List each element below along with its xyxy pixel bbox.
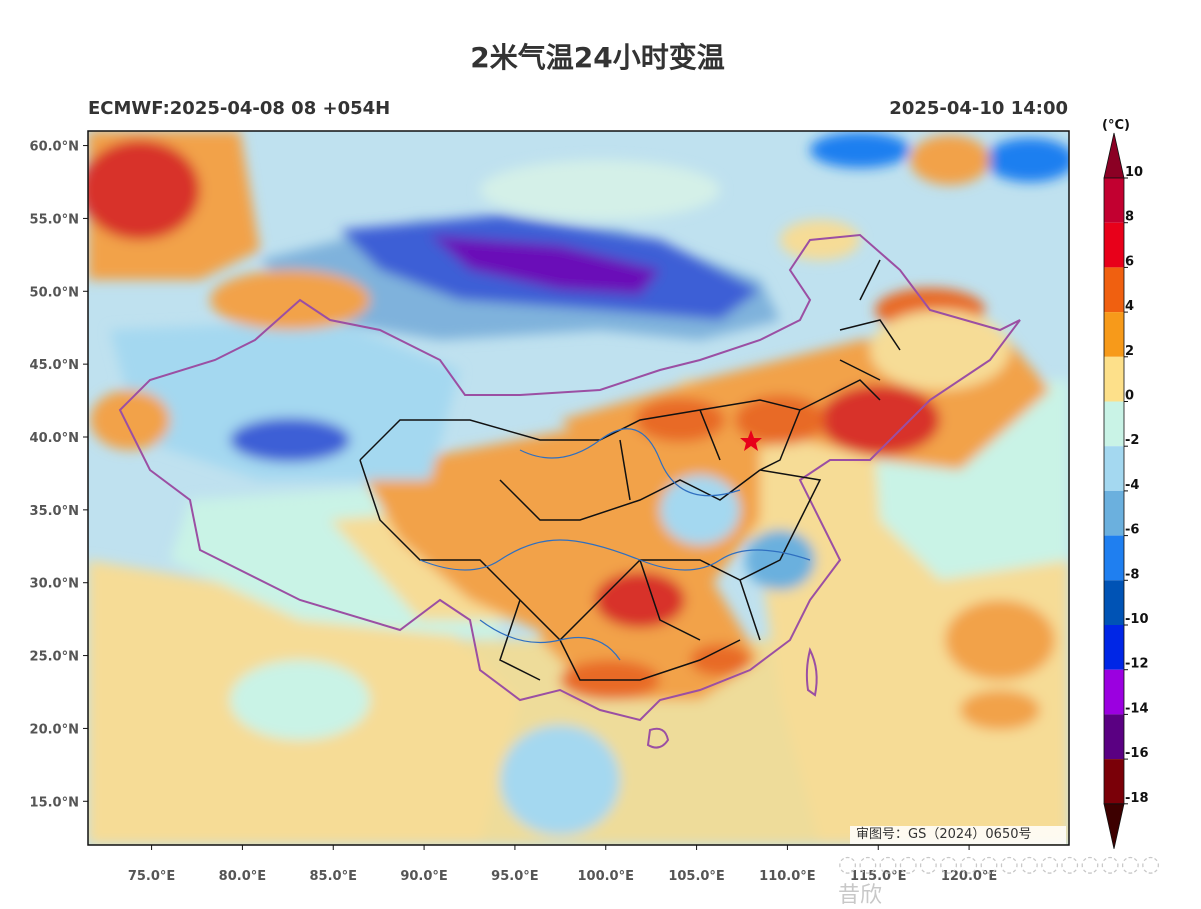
hainan-border bbox=[646, 727, 670, 749]
far-east-cold-spot bbox=[985, 138, 1069, 182]
colorbar-block bbox=[1104, 356, 1124, 402]
colorbar-block bbox=[1104, 222, 1124, 268]
colorbar-block bbox=[1104, 759, 1124, 804]
lat-tick-label: 45.0°N bbox=[30, 358, 79, 373]
colorbar-block bbox=[1104, 535, 1124, 581]
map-borders bbox=[118, 233, 1021, 749]
lat-tick-label: 20.0°N bbox=[30, 722, 79, 737]
lon-tick-label: 75.0°E bbox=[128, 869, 175, 884]
siberia-mint-region bbox=[480, 160, 720, 220]
north-china-plain-cool-spot bbox=[660, 475, 740, 545]
lat-tick-label: 55.0°N bbox=[30, 212, 79, 227]
central-asia-warm-spot bbox=[90, 390, 170, 450]
taiwan-border bbox=[805, 647, 818, 697]
mongolia-coldest-core bbox=[430, 235, 660, 295]
province-borders bbox=[359, 259, 901, 681]
kazakhstan-hot-spot bbox=[88, 140, 200, 240]
lon-tick-label: 120.0°E bbox=[941, 869, 998, 884]
manchuria-warm-region bbox=[870, 310, 1010, 390]
colorbar-block bbox=[1104, 714, 1124, 760]
colorbar-block bbox=[1104, 625, 1124, 670]
lon-tick-label: 110.0°E bbox=[759, 869, 816, 884]
colorbar-label: -6 bbox=[1125, 523, 1139, 538]
colorbar-block bbox=[1104, 401, 1124, 447]
colorbar-label: 0 bbox=[1125, 389, 1134, 404]
colorbar-label: -10 bbox=[1125, 612, 1149, 627]
tarim-cold-spot bbox=[230, 418, 350, 462]
lon-tick-label: 85.0°E bbox=[310, 869, 357, 884]
dzungaria-warm-band bbox=[210, 270, 370, 330]
lat-tick-label: 40.0°N bbox=[30, 431, 79, 446]
colorbar-top-extend bbox=[1103, 132, 1125, 179]
model-run-label: ECMWF:2025-04-08 08 +054H bbox=[88, 98, 391, 119]
far-east-warm-spot bbox=[910, 135, 990, 185]
colorbar-label: -8 bbox=[1125, 567, 1139, 582]
china-border bbox=[118, 233, 1021, 722]
map-approval-number: 审图号：GS（2024）0650号 bbox=[850, 826, 1066, 844]
colorbar-label: 4 bbox=[1125, 299, 1134, 314]
watermark-text: 昔欣 bbox=[838, 883, 883, 908]
lat-tick-label: 60.0°N bbox=[30, 140, 79, 155]
lat-tick-label: 50.0°N bbox=[30, 285, 79, 300]
colorbar-bottom-extend bbox=[1103, 803, 1125, 849]
map-frame bbox=[87, 130, 1070, 846]
colorbar-label: -2 bbox=[1125, 433, 1139, 448]
lon-tick-label: 80.0°E bbox=[219, 869, 266, 884]
liaoning-hot-spot bbox=[820, 385, 940, 455]
inner-mongolia-hot-spot bbox=[635, 398, 725, 442]
lat-tick-label: 35.0°N bbox=[30, 504, 79, 519]
beijing-hot-spot bbox=[735, 395, 825, 445]
lat-tick-label: 30.0°N bbox=[30, 577, 79, 592]
pacific-warm-spot bbox=[945, 600, 1055, 680]
lon-tick-label: 90.0°E bbox=[400, 869, 447, 884]
latitude-axis: 60.0°N 55.0°N 50.0°N 45.0°N 40.0°N 35.0°N 30.0… bbox=[30, 140, 88, 810]
colorbar-label: -12 bbox=[1125, 657, 1149, 672]
lat-tick-label: 15.0°N bbox=[30, 795, 79, 810]
colorbar-unit: (°C) bbox=[1102, 118, 1130, 133]
colorbar-label: 10 bbox=[1125, 165, 1143, 180]
colorbar-block bbox=[1104, 580, 1124, 625]
colorbar-label: 8 bbox=[1125, 210, 1134, 225]
colorbar-block bbox=[1104, 267, 1124, 313]
colorbar-block bbox=[1104, 446, 1124, 491]
guangdong-hot-spot bbox=[690, 644, 750, 676]
colorbar-label: -4 bbox=[1125, 478, 1139, 493]
map-title: 2米气温24小时变温 bbox=[470, 41, 725, 74]
xinjiang-cool-region bbox=[110, 320, 460, 480]
temperature-field bbox=[88, 131, 1069, 845]
siberia-cold-spot bbox=[810, 132, 910, 168]
valid-time-label: 2025-04-10 14:00 bbox=[889, 98, 1068, 119]
colorbar-block bbox=[1104, 669, 1124, 715]
colorbar: (°C) 10 8 6 4 2 0 -2 -4 -6 -8 -10 -12 -14 -16 -18 bbox=[1102, 118, 1149, 849]
map-field bbox=[88, 131, 1069, 845]
indochina-cool-spot bbox=[500, 725, 620, 835]
bangladesh-mint-region bbox=[230, 660, 370, 740]
colorbar-label: -16 bbox=[1125, 746, 1149, 761]
colorbar-block bbox=[1104, 178, 1124, 223]
colorbar-label: 6 bbox=[1125, 254, 1134, 269]
hubei-hot-spot bbox=[595, 572, 685, 628]
lon-tick-label: 95.0°E bbox=[491, 869, 538, 884]
colorbar-label: -18 bbox=[1125, 791, 1149, 806]
colorbar-label: 2 bbox=[1125, 344, 1134, 359]
longitude-axis: 75.0°E 80.0°E 85.0°E 90.0°E 95.0°E 100.0°E 105… bbox=[128, 845, 997, 884]
pacific-warm-spot-2 bbox=[960, 690, 1040, 730]
colorbar-block bbox=[1104, 490, 1124, 536]
watermark: ◌◌◌◌◌◌◌◌◌◌◌◌◌◌◌◌ 昔欣 bbox=[838, 852, 1160, 908]
watermark-dots: ◌◌◌◌◌◌◌◌◌◌◌◌◌◌◌◌ bbox=[838, 852, 1162, 877]
lon-tick-label: 100.0°E bbox=[577, 869, 634, 884]
lon-tick-label: 115.0°E bbox=[850, 869, 907, 884]
lat-tick-label: 25.0°N bbox=[30, 650, 79, 665]
colorbar-block bbox=[1104, 312, 1124, 357]
colorbar-label: -14 bbox=[1125, 701, 1149, 716]
major-rivers bbox=[419, 428, 811, 661]
beijing-marker bbox=[740, 430, 762, 451]
lon-tick-label: 105.0°E bbox=[668, 869, 725, 884]
